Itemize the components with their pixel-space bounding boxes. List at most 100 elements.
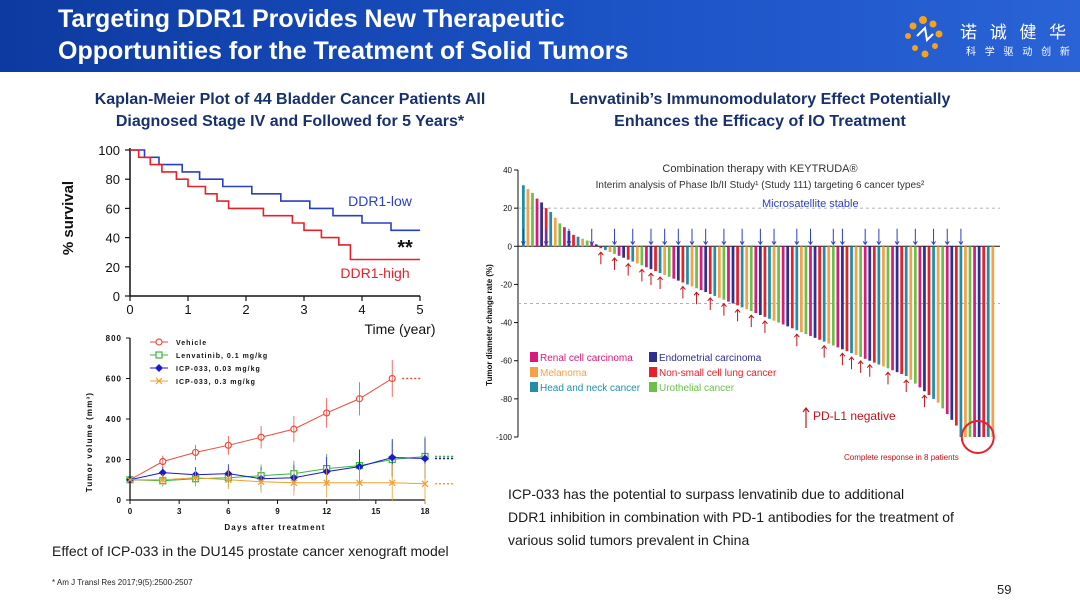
wf-bar (964, 246, 967, 437)
wf-bar (818, 246, 821, 340)
wf-bar (886, 246, 890, 369)
wf-msi-arrow (612, 228, 617, 246)
wf-bar (977, 246, 981, 437)
wf-bar (731, 246, 735, 304)
wf-pdl1-arrow (680, 285, 686, 299)
xg-legend-label: Vehicle (176, 340, 207, 347)
km-x-tick-label: 2 (242, 302, 249, 317)
km-x-tick-label: 0 (126, 302, 133, 317)
logo-slogan: 科 学 驱 动 创 新 (966, 47, 1073, 58)
wf-bar (932, 246, 935, 399)
wf-msi-arrow (912, 228, 918, 246)
wf-bar (945, 246, 949, 415)
wf-bar (841, 246, 844, 350)
wf-bar (763, 246, 767, 317)
wf-msi-arrow (520, 228, 526, 246)
wf-bar (900, 246, 904, 375)
wf-bar (745, 246, 749, 310)
company-logo: 诺 诚 健 华 科 学 驱 动 创 新 (903, 12, 1070, 62)
km-y-tick-label: 100 (98, 143, 120, 158)
wf-y-axis-label: Tumor diameter change rate (%) (485, 264, 494, 386)
wf-legend-label: Non-small cell lung cancer (659, 368, 777, 379)
wf-y-tick-label: 40 (503, 166, 512, 175)
wf-bar (708, 246, 712, 294)
wf-pdl1-arrow (921, 394, 928, 408)
wf-y-tick-label: 20 (503, 204, 512, 213)
wf-legend-swatch (649, 352, 657, 362)
km-y-tick-label: 60 (106, 201, 120, 216)
km-y-tick-label: 0 (113, 289, 120, 304)
xg-legend-marker (155, 377, 163, 385)
wf-bar (563, 227, 566, 247)
wf-legend-swatch (530, 367, 538, 377)
wf-bar (863, 246, 867, 359)
wf-bar (973, 246, 976, 437)
wf-cr-annotation: Complete response in 8 patients (844, 453, 959, 462)
wf-bar (800, 246, 803, 333)
wf-legend-label: Urothelial cancer (659, 383, 735, 394)
wf-bar (913, 246, 917, 384)
wf-msi-arrow (944, 228, 950, 246)
wf-bar (540, 202, 543, 247)
wf-bar (950, 246, 954, 420)
wf-bar (585, 240, 589, 247)
page-number: 59 (997, 582, 1012, 597)
xg-legend-marker (155, 338, 163, 346)
wf-bar (594, 244, 598, 247)
wf-bar (604, 246, 607, 251)
wf-y-tick-label: -20 (500, 280, 512, 289)
xg-x-tick-label: 6 (226, 507, 231, 516)
lenvatinib-panel-title: Lenvatinib’s Immunomodulatory Effect Pot… (569, 91, 951, 130)
wf-bar (526, 189, 530, 247)
wf-bar (786, 246, 790, 327)
km-survival-chart: 0 20 40 60 80 100 0 1 2 3 4 5 % survival Time (year… (60, 143, 436, 337)
xg-legend-marker (155, 364, 163, 372)
wf-bar (676, 246, 680, 281)
wf-msi-arrow (958, 228, 964, 246)
wf-msi-arrow (648, 228, 654, 246)
wf-msi-arrow (931, 228, 936, 246)
km-significance-annotation: ** (397, 237, 413, 259)
km-x-tick-label: 1 (184, 302, 191, 317)
xg-y-tick-label: 400 (106, 415, 122, 424)
wf-bar (626, 246, 630, 260)
wf-bar (713, 246, 717, 296)
wf-bar (868, 246, 872, 361)
km-series-line (130, 149, 420, 261)
wf-msi-arrow (839, 228, 845, 246)
xg-series-line (130, 477, 426, 485)
wf-pdl1-arrow (866, 363, 873, 377)
xg-legend-marker (155, 351, 163, 359)
wf-bar (558, 223, 562, 247)
xg-x-tick-label: 12 (322, 507, 331, 516)
wf-msi-arrow (757, 228, 763, 246)
wf-bar (777, 246, 780, 323)
wf-msi-arrow (543, 228, 549, 246)
wf-title: Combination therapy with KEYTRUDA® (662, 163, 857, 175)
wf-bar (781, 246, 785, 325)
wf-bar (581, 238, 584, 247)
km-series-line (130, 149, 420, 232)
wf-msi-arrow (630, 228, 636, 246)
wf-bar (617, 246, 621, 256)
wf-pdl1-arrow (638, 268, 645, 282)
xenograft-tumor-volume-chart: 0 200 400 600 800 0 3 6 9 12 15 18 Vehicle Lenvatini… (85, 334, 453, 532)
wf-bar (827, 246, 831, 344)
slide-title-line1: Targeting DDR1 Provides New Therapeutic (58, 5, 565, 33)
waterfall-chart: 40 20 0 -20 -40 -60 -80 -100 Combination therap… (485, 163, 1000, 462)
wf-legend-swatch (530, 382, 538, 392)
km-series-label-high: DDR1-high (340, 265, 409, 281)
wf-pdl1-arrow (748, 314, 755, 328)
xg-y-tick-label: 800 (106, 334, 122, 343)
wf-msi-arrow (721, 228, 727, 246)
wf-y-tick-label: -40 (500, 319, 512, 328)
wf-bar (813, 246, 817, 338)
wf-bar (790, 246, 794, 329)
wf-bar (772, 246, 776, 321)
km-y-tick-label: 40 (106, 231, 120, 246)
wf-pdl1-arrow (848, 356, 855, 370)
wf-bar (954, 246, 958, 426)
wf-bar (754, 246, 758, 314)
wf-bar (941, 246, 945, 409)
xg-data-point (126, 476, 134, 484)
